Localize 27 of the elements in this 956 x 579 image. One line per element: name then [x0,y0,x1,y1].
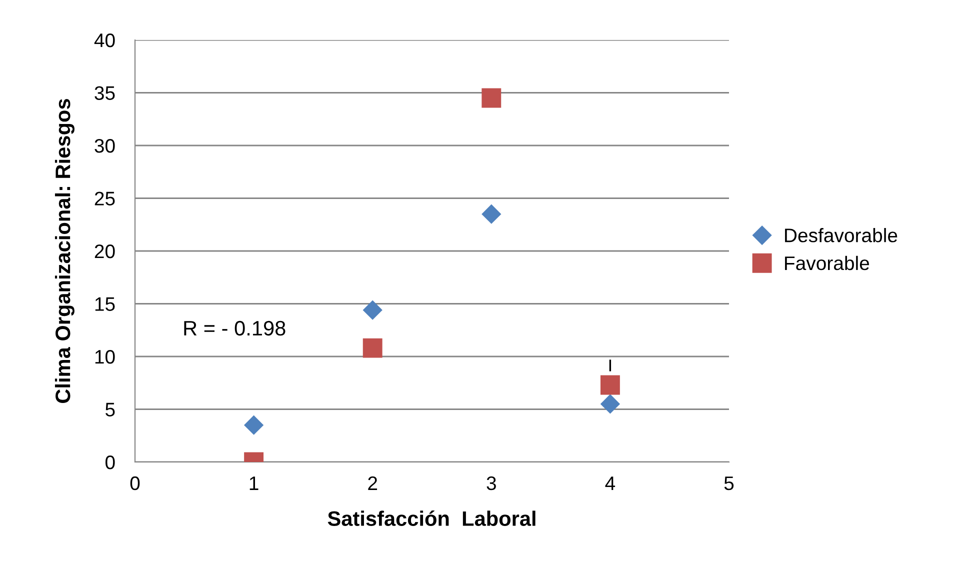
x-tick-label: 1 [250,476,258,490]
x-tick-label: 5 [724,476,734,490]
point [482,88,502,108]
annotation: R = - 0.198 [184,320,286,336]
point [600,394,620,414]
y-tick-label: 25 [94,192,115,206]
legend-label: Favorable [785,256,870,270]
y-tick-label: 10 [95,350,115,364]
y-axis-title: Clima Organizacional: Riesgos [54,99,74,403]
x-tick-label: 4 [605,476,616,490]
legend-label: Desfavorable [785,228,898,242]
x-axis-title: Satisfacción Laboral [328,510,536,526]
y-tick-label: 0 [106,455,115,470]
x-tick-label: 0 [130,476,140,490]
y-tick-label: 40 [94,33,115,48]
y-tick-label: 5 [106,402,115,416]
y-tick-label: 20 [94,244,115,258]
y-tick-label: 15 [95,297,115,311]
x-tick-label: 2 [368,476,378,490]
point [600,375,620,395]
x-tick-label: 3 [486,476,496,490]
y-tick-label: 30 [94,138,115,153]
y-tick-label: 35 [94,86,115,100]
point [244,416,264,435]
point [363,300,382,320]
point [482,204,501,224]
point [362,338,382,358]
